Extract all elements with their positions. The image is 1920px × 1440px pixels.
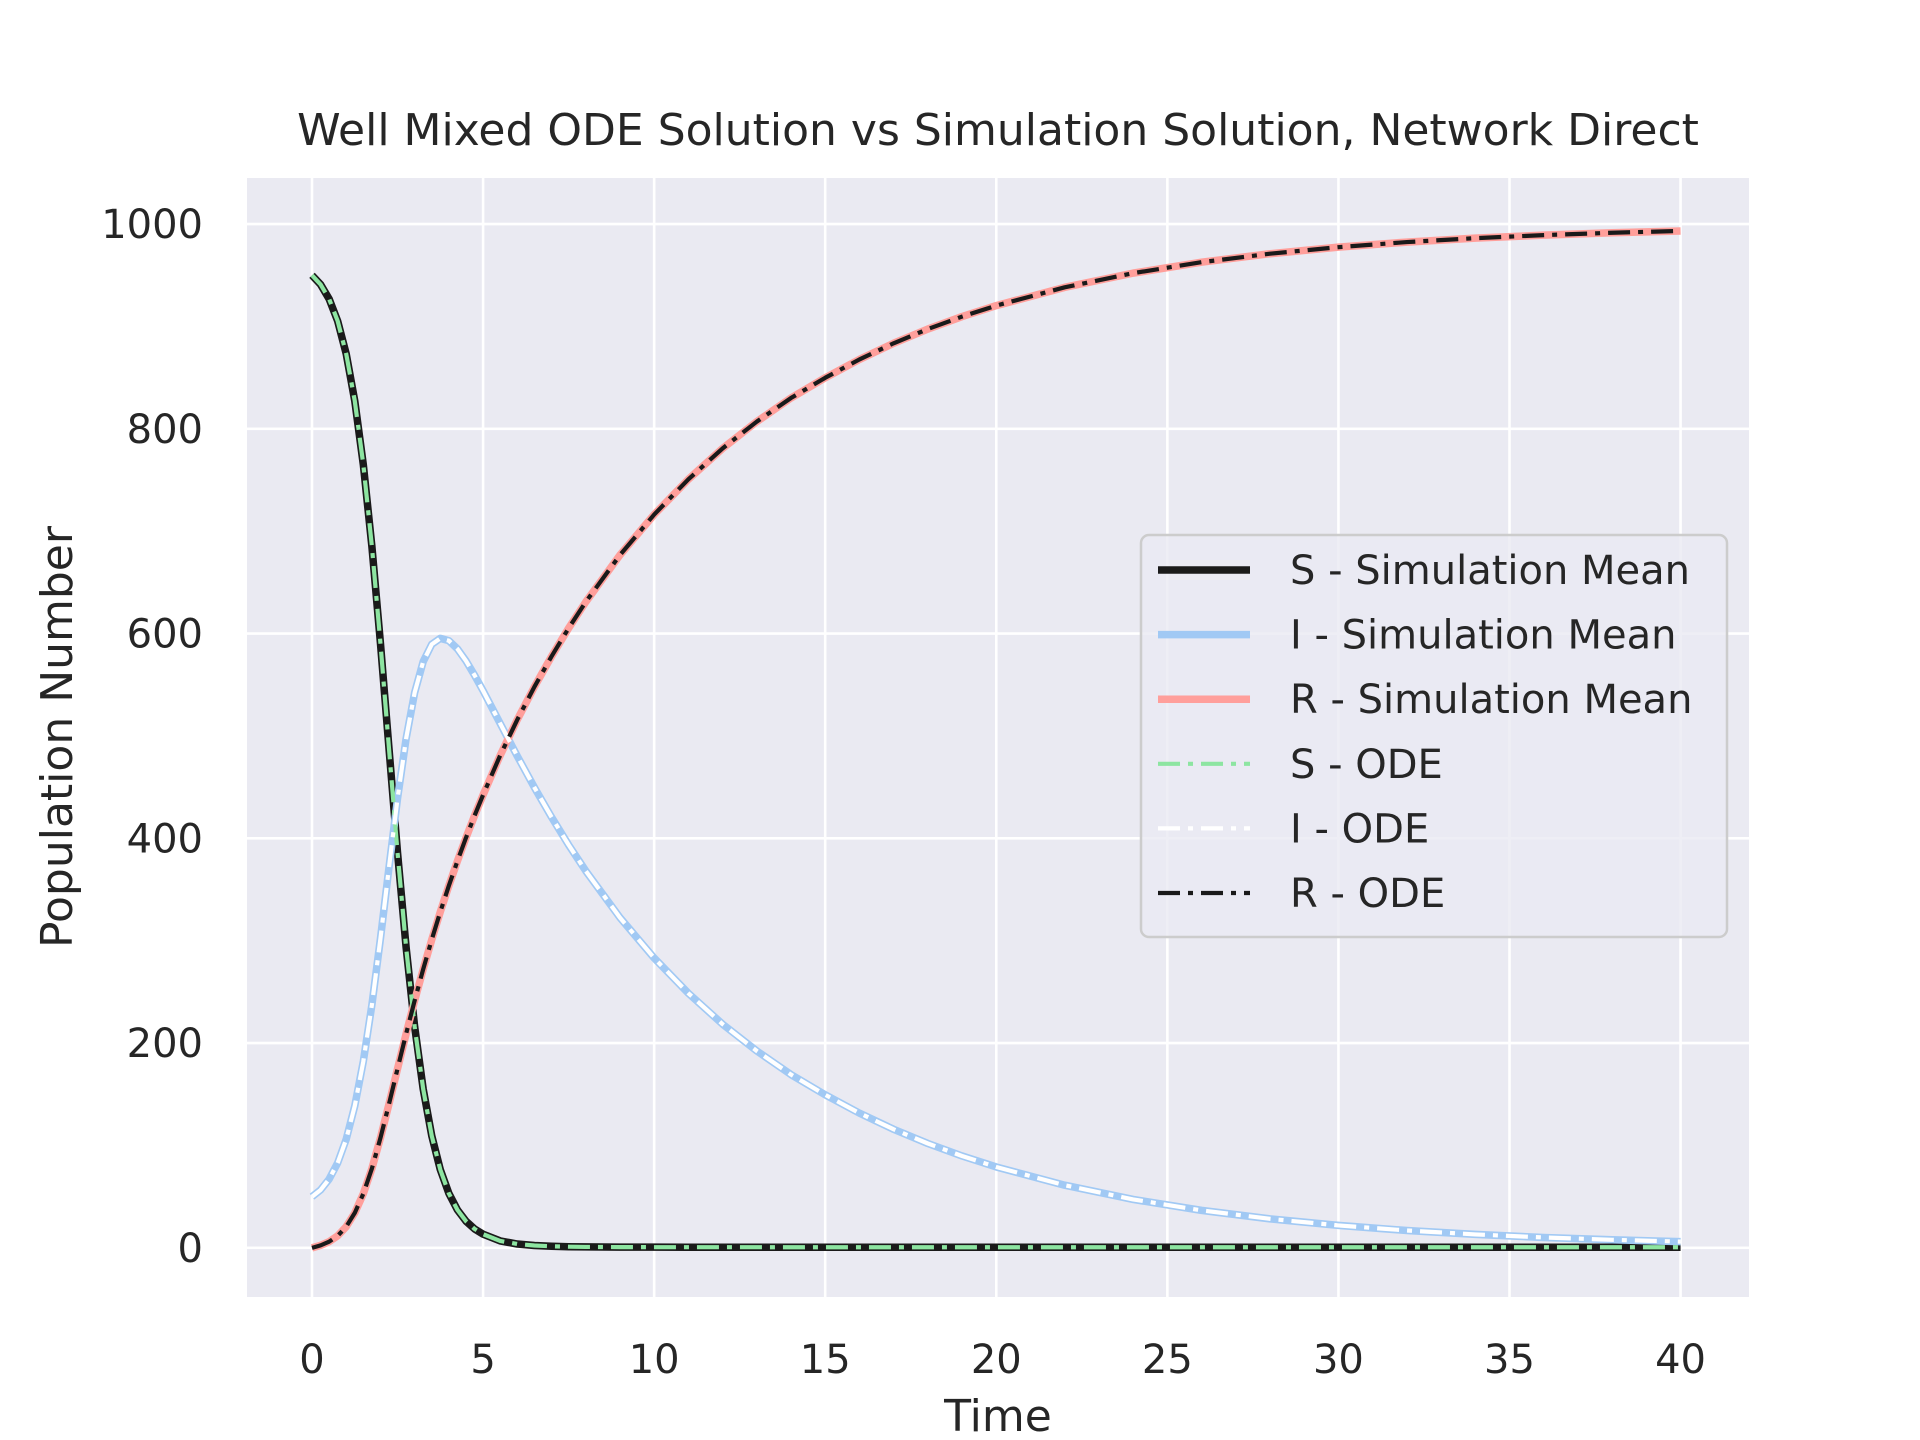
x-axis-label: Time [943, 1391, 1052, 1440]
x-tick-label: 40 [1655, 1337, 1706, 1383]
legend-box [1139, 533, 1729, 939]
series-line-6 [311, 228, 1681, 1250]
y-tick-label: 200 [127, 1021, 203, 1067]
x-tick-labels: 0 5 10 15 20 25 30 35 40 [299, 1337, 1706, 1383]
legend-label: R - Simulation Mean [1290, 677, 1692, 723]
legend-label: S - ODE [1290, 742, 1443, 788]
y-tick-label: 400 [127, 816, 203, 862]
legend: S - Simulation Mean I - Simulation Mean R … [1139, 533, 1729, 939]
x-tick-label: 20 [971, 1337, 1022, 1383]
legend-label: I - Simulation Mean [1290, 613, 1676, 659]
chart-title: Well Mixed ODE Solution vs Simulation So… [297, 105, 1699, 156]
y-axis-label: Population Number [32, 525, 83, 948]
x-tick-label: 15 [800, 1337, 851, 1383]
legend-label: S - Simulation Mean [1290, 548, 1690, 594]
x-tick-label: 35 [1484, 1337, 1535, 1383]
y-tick-label: 800 [127, 407, 203, 453]
series-line-5 [310, 636, 1681, 1244]
series-lines [309, 227, 1681, 1252]
legend-label: R - ODE [1290, 871, 1445, 917]
x-tick-label: 30 [1313, 1337, 1364, 1383]
y-tick-labels: 0 200 400 600 800 1000 [101, 202, 203, 1272]
x-tick-label: 10 [629, 1337, 680, 1383]
x-tick-label: 0 [299, 1337, 324, 1383]
series-line-4 [310, 273, 1681, 1250]
y-tick-label: 600 [127, 612, 203, 658]
x-tick-label: 5 [470, 1337, 495, 1383]
y-tick-label: 1000 [101, 202, 203, 248]
x-tick-label: 25 [1142, 1337, 1193, 1383]
y-tick-label: 0 [178, 1226, 203, 1272]
legend-label: I - ODE [1290, 806, 1429, 852]
